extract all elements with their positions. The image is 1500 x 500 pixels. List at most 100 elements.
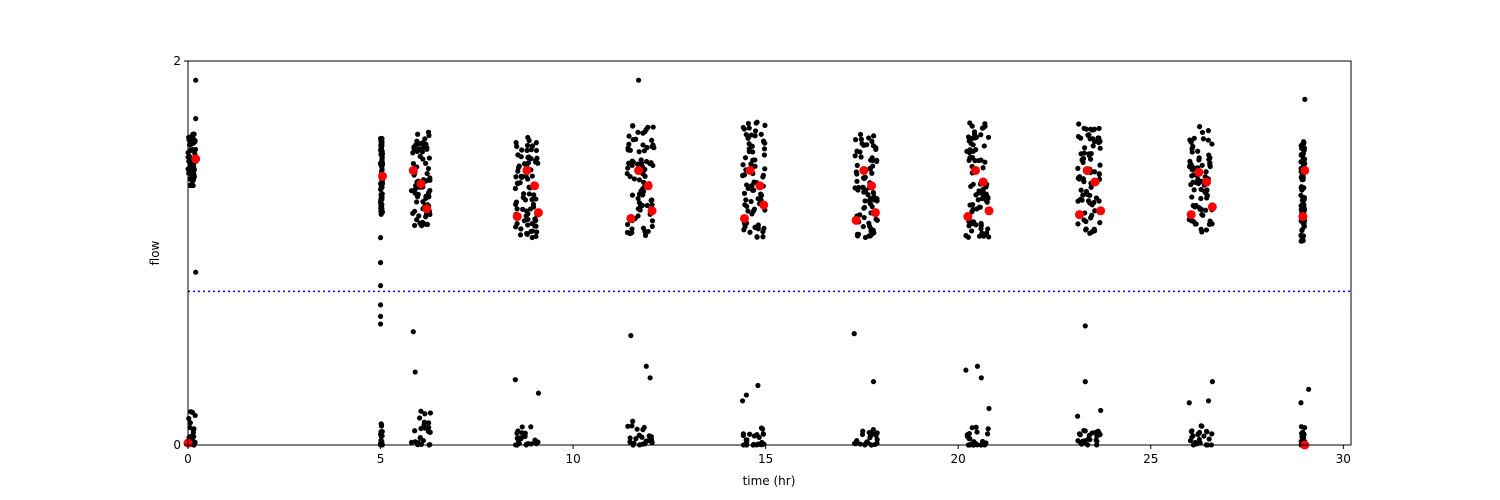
raw-point <box>1096 135 1102 141</box>
raw-point <box>862 234 869 241</box>
raw-point <box>980 193 987 199</box>
raw-point <box>978 157 984 163</box>
raw-point <box>1075 438 1081 444</box>
x-tick-label: 20 <box>951 452 966 466</box>
raw-point <box>190 162 196 169</box>
raw-point <box>1204 195 1210 201</box>
raw-point <box>1079 156 1085 163</box>
raw-point <box>1083 188 1090 195</box>
raw-point <box>1081 145 1088 151</box>
raw-point <box>414 217 420 223</box>
raw-point <box>426 155 432 161</box>
raw-point <box>417 153 423 159</box>
raw-point <box>1300 174 1306 180</box>
raw-point <box>630 122 636 129</box>
raw-point <box>1203 428 1210 434</box>
raw-point <box>378 433 385 439</box>
raw-point <box>427 410 434 416</box>
raw-point <box>649 223 655 230</box>
raw-point <box>1298 424 1305 430</box>
raw-point <box>1189 146 1195 152</box>
raw-point <box>1199 211 1205 218</box>
raw-point <box>861 205 867 211</box>
raw-outlier-point <box>377 321 384 327</box>
raw-point <box>422 136 428 142</box>
raw-point <box>857 212 863 218</box>
raw-point <box>1089 212 1095 219</box>
raw-point <box>526 191 532 197</box>
raw-point <box>411 208 418 214</box>
raw-point <box>534 229 540 235</box>
raw-point <box>410 160 416 167</box>
raw-point <box>865 192 871 198</box>
raw-point <box>515 168 521 174</box>
mean-point <box>971 165 981 175</box>
raw-point <box>378 211 384 217</box>
raw-point <box>745 120 751 127</box>
raw-point <box>1087 192 1093 199</box>
raw-point <box>1086 132 1092 138</box>
raw-outlier-point <box>512 377 518 383</box>
mean-point <box>867 181 877 191</box>
raw-point <box>1196 124 1203 130</box>
raw-point <box>985 426 991 432</box>
raw-point <box>972 158 978 164</box>
raw-point <box>854 148 860 154</box>
plot-background <box>188 61 1351 445</box>
mean-point <box>626 213 636 223</box>
raw-point <box>1096 171 1102 177</box>
raw-point <box>639 202 645 209</box>
raw-point <box>1189 218 1195 224</box>
raw-point <box>378 421 384 427</box>
raw-point <box>1301 156 1308 162</box>
mean-point <box>978 177 988 187</box>
raw-point <box>975 190 982 196</box>
raw-point <box>854 438 860 444</box>
raw-point <box>1096 125 1102 132</box>
raw-outlier-point <box>647 375 653 381</box>
raw-point <box>625 423 631 429</box>
raw-point <box>858 136 864 142</box>
raw-point <box>192 412 198 419</box>
raw-point <box>1188 138 1194 144</box>
raw-point <box>379 428 385 435</box>
raw-point <box>1191 187 1197 193</box>
raw-point <box>426 424 432 431</box>
raw-point <box>379 205 385 212</box>
raw-point <box>752 157 758 163</box>
raw-point <box>860 223 866 230</box>
raw-point <box>416 213 422 219</box>
raw-outlier-point <box>193 116 199 122</box>
raw-point <box>526 154 532 160</box>
raw-point <box>1082 438 1088 444</box>
raw-point <box>976 204 982 210</box>
raw-point <box>870 143 877 149</box>
raw-point <box>1090 136 1096 142</box>
raw-point <box>1299 145 1305 151</box>
raw-point <box>980 440 986 446</box>
raw-point <box>1091 169 1098 175</box>
raw-point <box>981 143 987 149</box>
raw-point <box>412 190 418 196</box>
raw-point <box>981 233 987 239</box>
raw-point <box>859 431 866 438</box>
raw-point <box>749 211 755 217</box>
raw-point <box>524 147 530 154</box>
raw-point <box>513 140 519 146</box>
raw-outlier-point <box>743 392 749 398</box>
raw-point <box>408 188 415 194</box>
x-tick-label: 10 <box>565 452 580 466</box>
raw-outlier-point <box>410 329 416 335</box>
raw-point <box>642 441 648 447</box>
raw-point <box>745 208 751 214</box>
raw-point <box>1097 220 1103 226</box>
raw-point <box>1206 221 1213 227</box>
raw-point <box>533 140 539 146</box>
raw-point <box>854 162 860 168</box>
raw-point <box>762 122 768 128</box>
raw-point <box>513 224 519 230</box>
mean-point <box>739 213 749 223</box>
raw-point <box>967 120 973 126</box>
raw-point <box>1079 197 1085 203</box>
raw-point <box>638 157 644 163</box>
